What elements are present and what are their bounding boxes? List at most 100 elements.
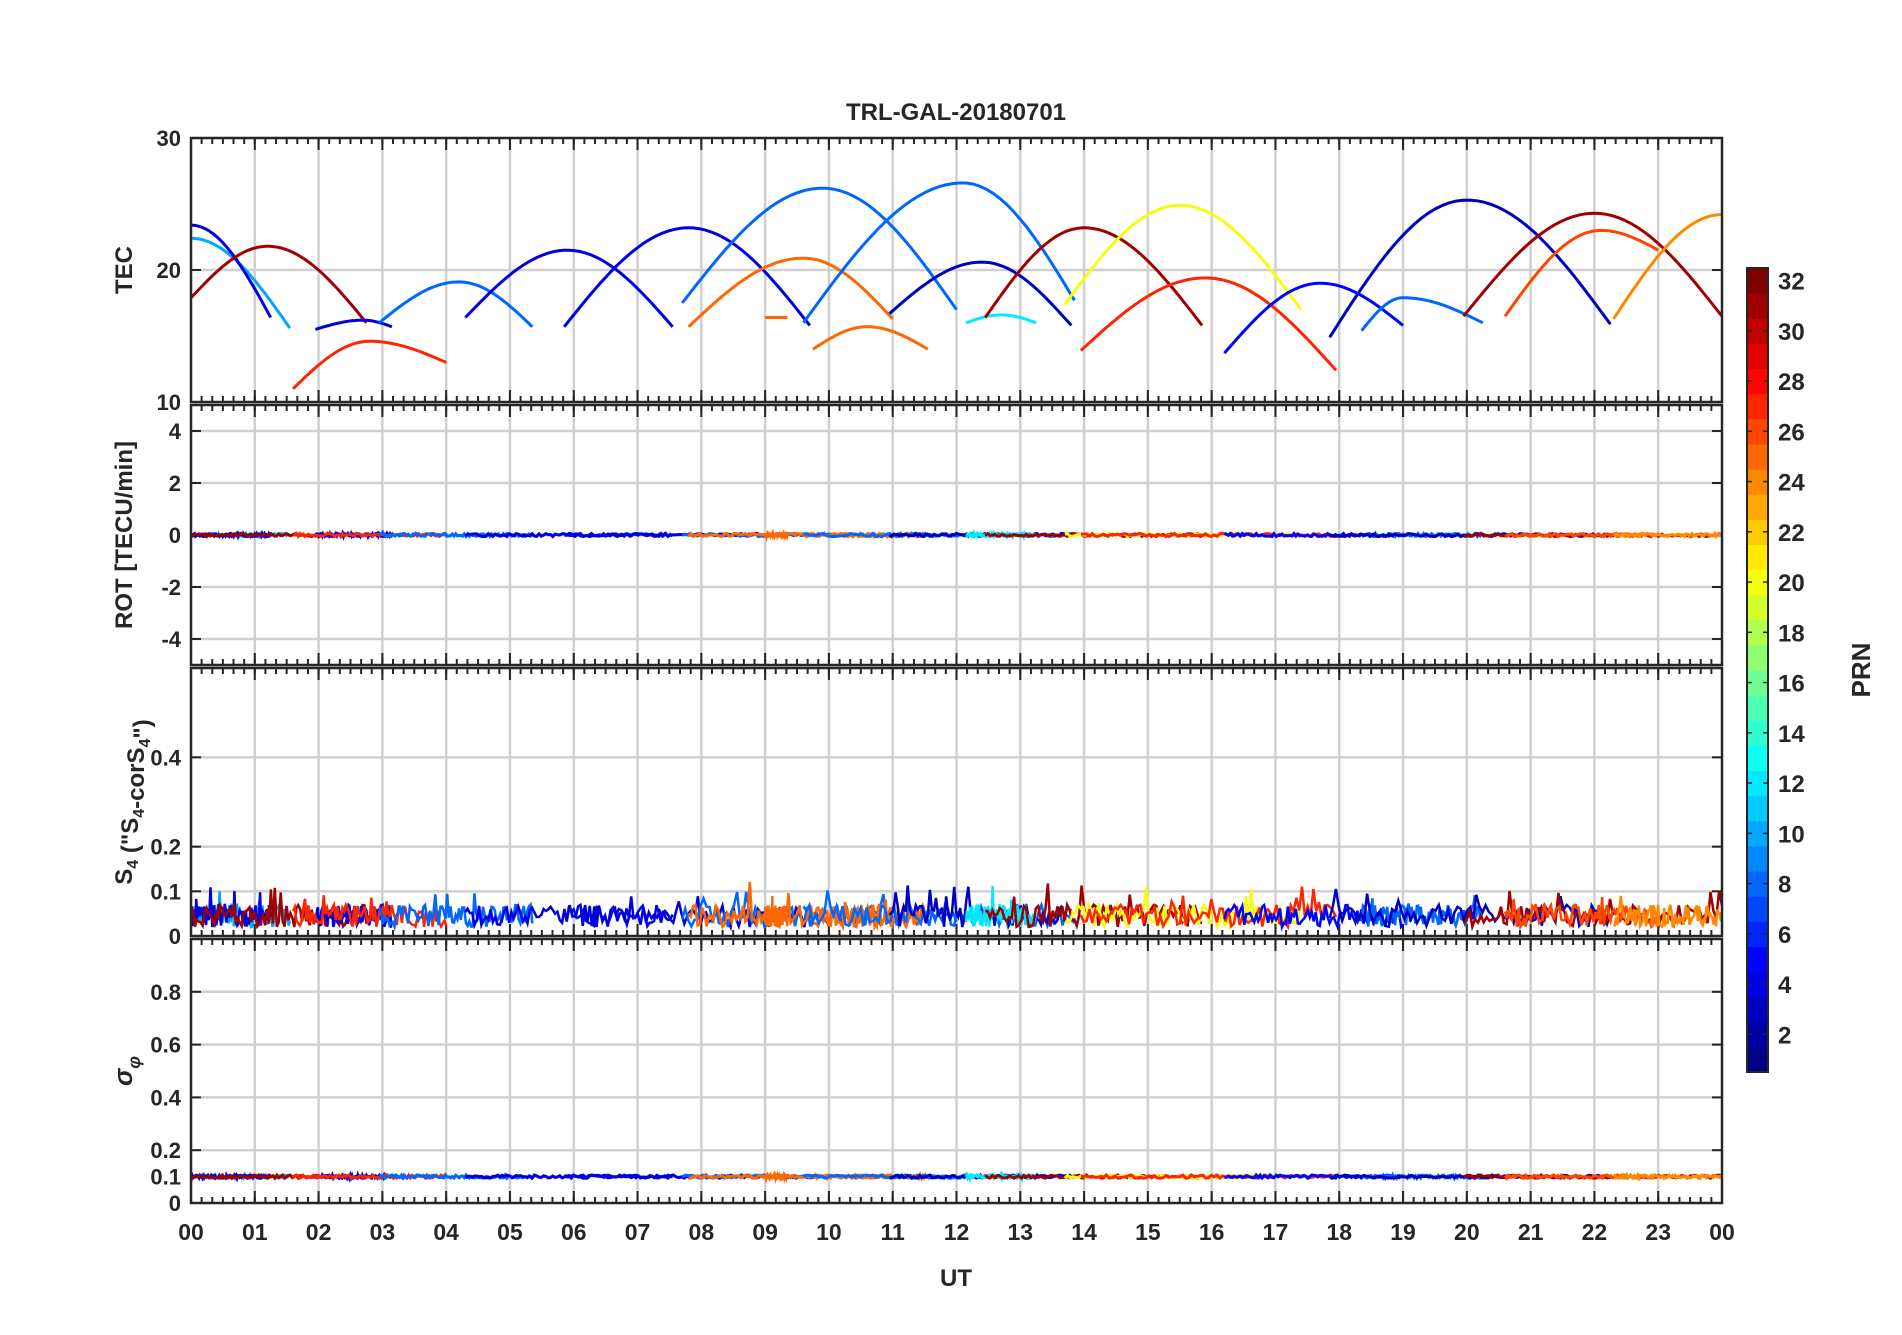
x-tick-label: 17 xyxy=(1263,1219,1289,1245)
y-tick-label: 30 xyxy=(157,126,181,151)
x-tick-label: 03 xyxy=(370,1219,396,1245)
y-tick-label: 4 xyxy=(169,419,182,444)
colorbar-tick-label: 8 xyxy=(1778,872,1791,899)
y-tick-label: 0.1 xyxy=(150,879,181,904)
colorbar-swatch xyxy=(1747,293,1768,319)
colorbar-tick-label: 12 xyxy=(1778,771,1805,798)
x-tick-label: 00 xyxy=(178,1219,204,1245)
panel-data xyxy=(191,181,1722,390)
y-tick-label: 0.4 xyxy=(150,1085,181,1110)
colorbar-swatch xyxy=(1747,971,1768,998)
colorbar-swatch xyxy=(1747,519,1768,545)
colorbar-swatch xyxy=(1747,494,1768,520)
y-tick-label: 0 xyxy=(169,1191,181,1216)
prn-8-line xyxy=(378,531,533,540)
x-tick-label: 12 xyxy=(944,1219,970,1245)
panel-4: 00.10.2 0.4 0.6 0.8 σφ xyxy=(108,937,1724,1216)
x-tick-label: 04 xyxy=(433,1219,459,1245)
colorbar-swatch xyxy=(1747,946,1768,973)
panel-data xyxy=(191,1169,1722,1185)
prn-27-line xyxy=(292,339,447,390)
panel-data xyxy=(191,881,1722,932)
prn-8-line xyxy=(378,280,534,328)
x-tick-label: 22 xyxy=(1582,1219,1608,1245)
colorbar-tick-label: 20 xyxy=(1778,570,1805,597)
prn-8-line xyxy=(681,186,958,311)
colorbar-swatch xyxy=(1747,619,1768,646)
y-axis-label-part: ("S xyxy=(117,818,144,860)
colorbar-tick-label: 10 xyxy=(1778,821,1805,848)
prn-24-line xyxy=(1612,895,1722,930)
x-tick-label: 14 xyxy=(1071,1219,1097,1245)
colorbar-swatch xyxy=(1747,871,1768,897)
y-tick-label: -4 xyxy=(161,627,181,652)
panel-data xyxy=(191,528,1722,543)
x-tick-label: 16 xyxy=(1199,1219,1225,1245)
colorbar-swatch xyxy=(1747,418,1768,445)
y-axis-label: ROT [TECU/min] xyxy=(111,441,138,629)
x-tick-label: 19 xyxy=(1390,1219,1416,1245)
prn-26-line xyxy=(1503,228,1659,318)
prn-20-line xyxy=(1063,203,1303,311)
y-tick-label: 0.8 xyxy=(150,980,181,1005)
prn-3-line xyxy=(1328,198,1612,339)
x-tick-label: 07 xyxy=(625,1219,651,1245)
y-tick-label: 10 xyxy=(157,390,181,415)
y-axis-label-part: ") xyxy=(129,719,156,738)
colorbar-swatch xyxy=(1747,1021,1768,1048)
y-tick-label: 0 xyxy=(169,924,181,949)
y-tick-label: 0.2 xyxy=(150,1138,181,1163)
colorbar-swatch xyxy=(1747,720,1768,746)
prn-8-line xyxy=(802,181,1076,324)
colorbar-tick-label: 14 xyxy=(1778,721,1805,748)
y-tick-label: 2 xyxy=(169,471,181,496)
y-tick-label: 0 xyxy=(169,523,181,548)
colorbar-swatch xyxy=(1747,368,1768,395)
y-axis-label-part: S xyxy=(111,869,138,885)
x-tick-label: 06 xyxy=(561,1219,587,1245)
x-tick-label: 00 xyxy=(1709,1219,1735,1245)
colorbar-tick-label: 4 xyxy=(1778,972,1792,999)
x-tick-label: 13 xyxy=(1007,1219,1033,1245)
prn-24-line xyxy=(1612,530,1722,540)
y-tick-label: -2 xyxy=(161,575,181,600)
y-tick-label: 0.2 xyxy=(150,835,181,860)
x-tick-label: 08 xyxy=(689,1219,715,1245)
prn-8-line xyxy=(378,893,534,932)
prn-8-line xyxy=(1360,296,1484,332)
y-tick-label: 0.6 xyxy=(150,1033,181,1058)
prn-4-line xyxy=(191,887,272,929)
colorbar-tick-label: 30 xyxy=(1778,319,1805,346)
prn-27-line xyxy=(1079,886,1338,931)
x-tick-label: 21 xyxy=(1518,1219,1544,1245)
colorbar-swatch xyxy=(1747,896,1768,922)
x-tick-label: 10 xyxy=(816,1219,842,1245)
x-axis: 00 01 02 03 04 05 06 07 08 09 10 11 12 13 14 15 16 17 18 19… xyxy=(178,1219,1735,1245)
prn-31-line xyxy=(191,244,368,324)
panel-frame xyxy=(189,937,1724,1205)
colorbar-label: PRN xyxy=(1846,643,1876,698)
x-tick-label: 05 xyxy=(497,1219,523,1245)
prn-27-line xyxy=(291,895,448,930)
prn-5-line xyxy=(1223,281,1404,355)
prn-4-line xyxy=(464,248,674,328)
colorbar-swatch xyxy=(1747,443,1768,470)
colorbar-swatch xyxy=(1747,544,1768,571)
x-tick-label: 02 xyxy=(306,1219,332,1245)
y-tick-label: 20 xyxy=(157,258,181,283)
panel-frame xyxy=(189,666,1724,938)
colorbar-swatch xyxy=(1747,770,1768,797)
x-tick-label: 09 xyxy=(752,1219,778,1245)
prn-3-line xyxy=(888,260,1073,327)
prn-31-line xyxy=(1462,211,1722,318)
colorbar-tick-label: 18 xyxy=(1778,620,1805,647)
colorbar-tick-label: 28 xyxy=(1778,369,1805,396)
prn-25-line xyxy=(763,1170,789,1185)
colorbar-tick-label: 24 xyxy=(1778,470,1805,497)
colorbar-frame xyxy=(1746,267,1769,1073)
x-tick-label: 11 xyxy=(881,1219,906,1245)
prn-25-line xyxy=(812,325,929,351)
colorbar-swatch xyxy=(1747,569,1768,596)
